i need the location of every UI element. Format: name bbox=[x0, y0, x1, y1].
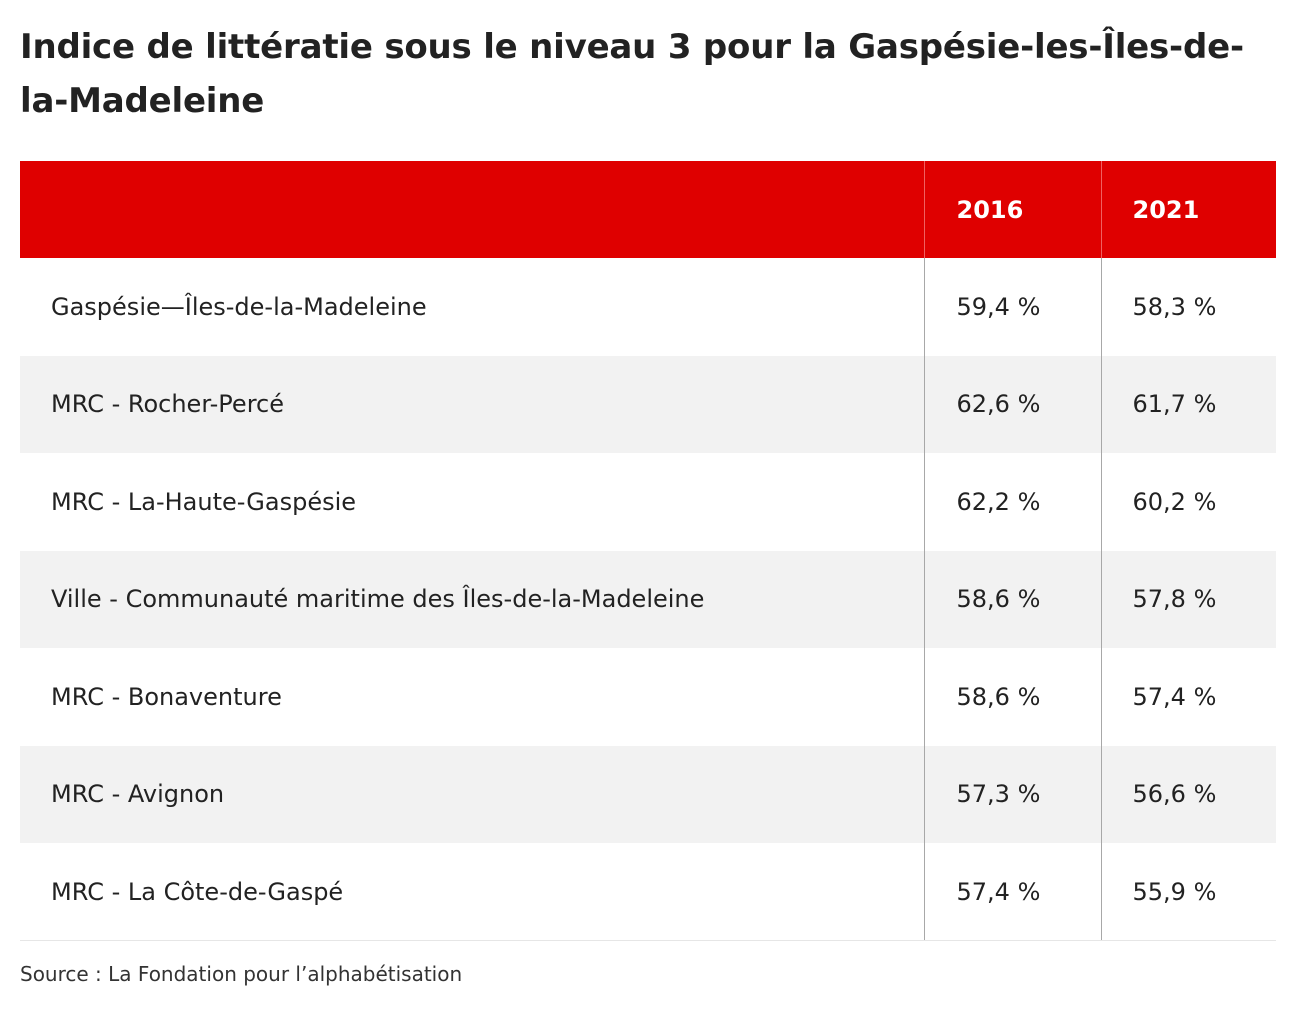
value-2016: 62,6 % bbox=[923, 355, 1101, 453]
value-2016: 57,3 % bbox=[923, 745, 1101, 843]
header-cell-2021: 2021 bbox=[1100, 161, 1276, 258]
source-note: Source : La Fondation pour l’alphabétisa… bbox=[20, 962, 463, 986]
value-2021: 57,8 % bbox=[1100, 550, 1276, 648]
table-row: MRC - Bonaventure 58,6 % 57,4 % bbox=[20, 648, 1276, 746]
table-row: Ville - Communauté maritime des Îles-de-… bbox=[20, 550, 1276, 648]
value-2016: 57,4 % bbox=[923, 843, 1101, 941]
region-name: MRC - La Côte-de-Gaspé bbox=[20, 843, 924, 941]
value-2016: 58,6 % bbox=[923, 648, 1101, 746]
value-2021: 61,7 % bbox=[1100, 355, 1276, 453]
header-cell-2016: 2016 bbox=[923, 161, 1101, 258]
value-2021: 57,4 % bbox=[1100, 648, 1276, 746]
region-name: MRC - Avignon bbox=[51, 780, 225, 809]
value-2021: 58,3 % bbox=[1100, 258, 1276, 356]
table-header-row: 2016 2021 bbox=[20, 161, 1276, 258]
value-2021: 55,9 % bbox=[1100, 843, 1276, 941]
value-2016: 59,4 % bbox=[923, 258, 1101, 356]
value-2016: 58,6 % bbox=[923, 550, 1101, 648]
table-row: MRC - Avignon 57,3 % 56,6 % bbox=[20, 745, 1276, 843]
value-2016: 62,2 % bbox=[923, 453, 1101, 551]
data-table: 2016 2021 Gaspésie—Îles-de-la-Madeleine … bbox=[20, 161, 1276, 941]
region-name: MRC - Bonaventure bbox=[51, 682, 282, 711]
table-row: MRC - La Côte-de-Gaspé 57,4 % 55,9 % bbox=[20, 843, 1276, 941]
region-name: MRC - Rocher-Percé bbox=[51, 390, 284, 419]
table-row: MRC - La-Haute-Gaspésie 62,2 % 60,2 % bbox=[20, 453, 1276, 551]
table-row: Gaspésie—Îles-de-la-Madeleine 59,4 % 58,… bbox=[20, 258, 1276, 356]
value-2021: 56,6 % bbox=[1100, 745, 1276, 843]
region-name: Gaspésie—Îles-de-la-Madeleine bbox=[51, 292, 427, 321]
table-row: MRC - Rocher-Percé 62,6 % 61,7 % bbox=[20, 355, 1276, 453]
chart-title: Indice de littératie sous le niveau 3 po… bbox=[20, 27, 1244, 121]
region-name: Ville - Communauté maritime des Îles-de-… bbox=[51, 585, 705, 614]
value-2021: 60,2 % bbox=[1100, 453, 1276, 551]
region-name: MRC - La-Haute-Gaspésie bbox=[51, 487, 357, 516]
header-cell-region bbox=[20, 161, 924, 258]
